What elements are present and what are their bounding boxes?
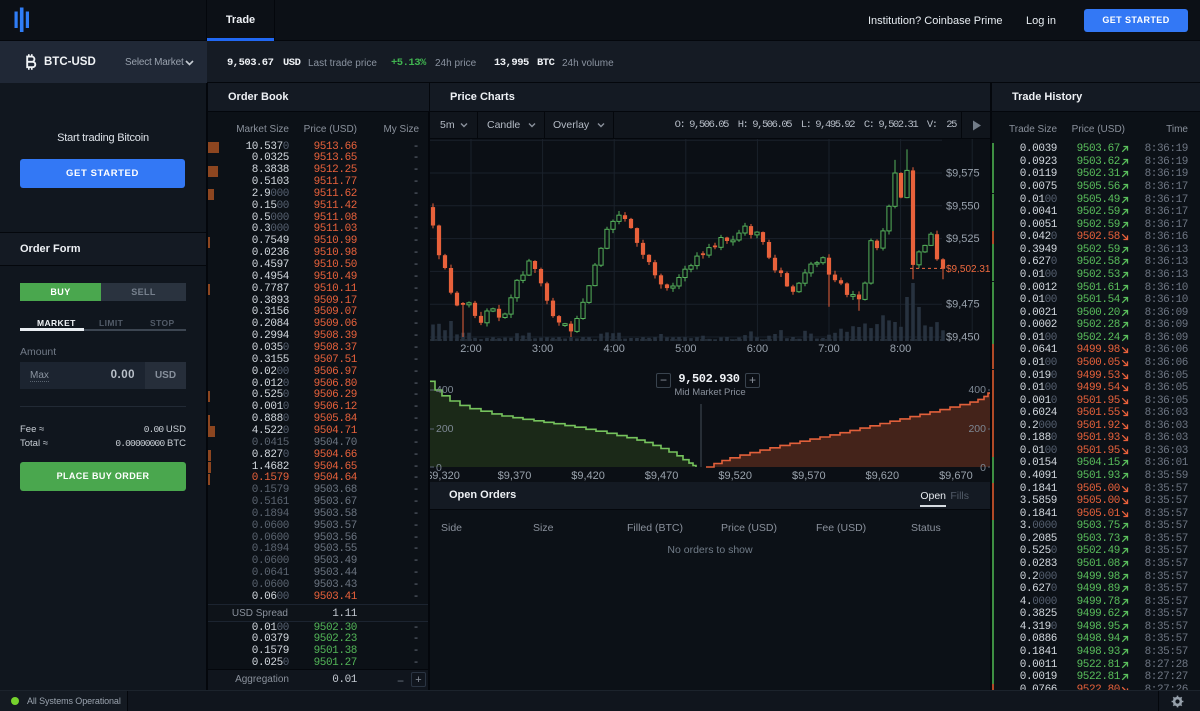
svg-text:$9,370: $9,370: [498, 470, 532, 482]
svg-text:6:00: 6:00: [747, 343, 768, 355]
svg-text:8:00: 8:00: [890, 343, 911, 355]
svg-text:$9,570: $9,570: [792, 470, 826, 482]
svg-text:$9,550: $9,550: [946, 200, 980, 212]
svg-text:$9,575: $9,575: [946, 168, 980, 180]
svg-text:2:00: 2:00: [460, 343, 481, 355]
svg-text:3:00: 3:00: [532, 343, 553, 355]
svg-text:$9,450: $9,450: [946, 332, 980, 344]
svg-text:400: 400: [968, 384, 986, 396]
svg-text:200: 200: [436, 423, 454, 435]
svg-text:4:00: 4:00: [603, 343, 624, 355]
svg-text:5:00: 5:00: [675, 343, 696, 355]
svg-text:$9,420: $9,420: [571, 470, 605, 482]
svg-text:0: 0: [980, 462, 986, 474]
svg-text:$9,475: $9,475: [946, 299, 980, 311]
svg-text:7:00: 7:00: [818, 343, 839, 355]
svg-text:0: 0: [436, 462, 442, 474]
svg-text:$9,502.31: $9,502.31: [946, 264, 991, 275]
svg-text:$9,470: $9,470: [645, 470, 679, 482]
svg-text:$9,670: $9,670: [939, 470, 973, 482]
svg-text:$9,320: $9,320: [430, 470, 460, 482]
svg-text:$9,620: $9,620: [865, 470, 899, 482]
svg-text:$9,520: $9,520: [718, 470, 752, 482]
svg-text:400: 400: [436, 384, 454, 396]
svg-text:200: 200: [968, 423, 986, 435]
svg-text:$9,525: $9,525: [946, 233, 980, 245]
